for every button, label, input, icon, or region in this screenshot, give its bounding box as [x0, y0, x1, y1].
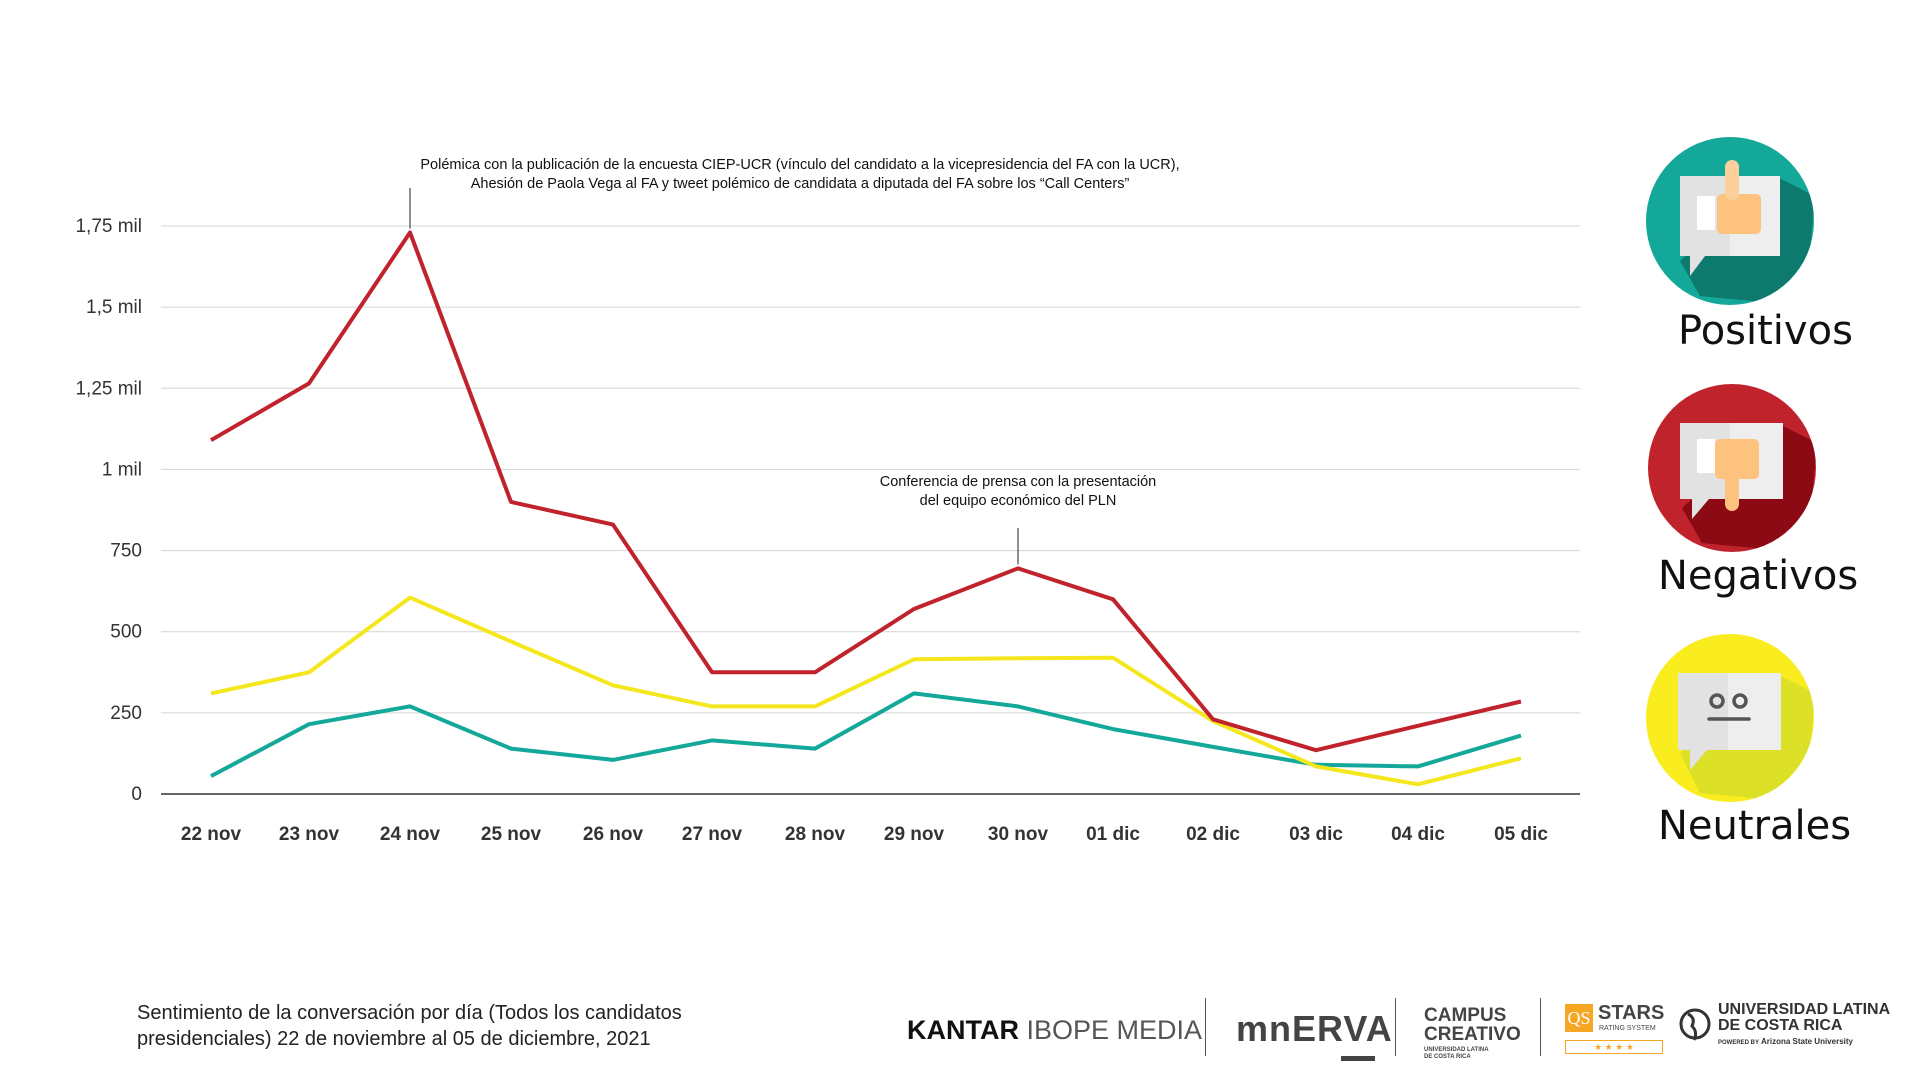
y-tick-label: 250	[110, 703, 142, 724]
kantar-ibope-logo: KANTAR IBOPE MEDIA	[907, 1015, 1202, 1046]
minerva-logo: mnERVA	[1236, 1008, 1393, 1061]
annotation-30-nov: Conferencia de prensa con la presentació…	[880, 473, 1156, 511]
logo-text: UNIVERSIDAD LATINA	[1718, 1001, 1891, 1018]
divider	[1395, 998, 1396, 1056]
chart-caption: Sentimiento de la conversación por día (…	[137, 1002, 682, 1050]
logo-text: POWERED BY	[1718, 1040, 1760, 1046]
logo-underline	[1341, 1056, 1375, 1061]
annotation-leaders	[409, 188, 1019, 565]
y-axis-ticks: 0 250 500 750 1 mil 1,25 mil 1,5 mil 1,75 mil	[75, 216, 142, 805]
x-axis-ticks: 22 nov 23 nov 24 nov 25 nov 26 nov 27 nov 28 n…	[181, 824, 1548, 845]
annotation-line: Ahesión de Paola Vega al FA y tweet polé…	[470, 176, 1130, 192]
thumbs-down-icon	[1648, 384, 1816, 552]
annotation-24-nov: Polémica con la publicación de la encues…	[420, 156, 1179, 194]
x-tick-label: 24 nov	[380, 824, 441, 845]
x-tick-label: 25 nov	[481, 824, 542, 845]
x-tick-label: 27 nov	[682, 824, 743, 845]
x-tick-label: 22 nov	[181, 824, 242, 845]
x-tick-label: 05 dic	[1494, 824, 1548, 845]
logo-text: mnERVA	[1236, 1008, 1393, 1049]
y-tick-label: 1 mil	[102, 459, 142, 480]
x-tick-label: 02 dic	[1186, 824, 1240, 845]
neutral-face-icon	[1646, 634, 1814, 802]
y-tick-label: 1,75 mil	[75, 216, 142, 237]
logo-text: POWERED BY Arizona State University	[1718, 1037, 1853, 1046]
logo-text: CREATIVO	[1424, 1024, 1521, 1045]
campus-creativo-logo: CAMPUS CREATIVO UNIVERSIDAD LATINA DE CO…	[1424, 1006, 1521, 1061]
thumbs-up-icon	[1646, 137, 1814, 305]
series-line-neutrales	[210, 595, 1522, 787]
logo-text: KANTAR	[907, 1015, 1019, 1045]
x-tick-label: 29 nov	[884, 824, 945, 845]
y-tick-label: 1,5 mil	[86, 297, 142, 318]
legend-label: Positivos	[1678, 308, 1853, 354]
y-tick-label: 750	[110, 541, 142, 562]
series-line-negativos	[209, 230, 1522, 753]
logo-text: IBOPE MEDIA	[1026, 1015, 1203, 1045]
annotation-line: Polémica con la publicación de la encues…	[420, 157, 1180, 173]
x-tick-label: 26 nov	[583, 824, 644, 845]
globe-icon	[1679, 1008, 1711, 1041]
logo-text: DE COSTA RICA	[1424, 1054, 1471, 1060]
annotation-line: Conferencia de prensa con la presentació…	[879, 474, 1157, 490]
annotation-line: del equipo económico del PLN	[919, 493, 1117, 509]
y-tick-label: 0	[131, 784, 142, 805]
logo-text: ★ ★ ★ ★	[1565, 1040, 1663, 1054]
logo-text: DE COSTA RICA	[1718, 1017, 1843, 1034]
gridlines	[161, 225, 1580, 795]
x-tick-label: 03 dic	[1289, 824, 1343, 845]
series-line-positivos	[210, 691, 1522, 778]
legend-label: Negativos	[1658, 553, 1859, 599]
divider	[1205, 998, 1206, 1056]
logo-text: UNIVERSIDAD LATINA	[1424, 1047, 1489, 1053]
logo-text: RATING SYSTEM	[1599, 1025, 1656, 1032]
y-tick-label: 1,25 mil	[75, 378, 142, 399]
series-lines	[209, 230, 1522, 787]
y-tick-label: 500	[110, 622, 142, 643]
logo-text: Arizona State University	[1760, 1037, 1853, 1046]
logo-text: QS	[1565, 1004, 1593, 1032]
x-tick-label: 23 nov	[279, 824, 340, 845]
x-tick-label: 01 dic	[1086, 824, 1140, 845]
legend-label: Neutrales	[1658, 803, 1852, 849]
x-tick-label: 04 dic	[1391, 824, 1445, 845]
divider	[1540, 998, 1541, 1056]
logo-text: STARS	[1598, 1002, 1665, 1024]
x-tick-label: 28 nov	[785, 824, 846, 845]
logo-text: CAMPUS	[1424, 1005, 1507, 1026]
x-tick-label: 30 nov	[988, 824, 1049, 845]
